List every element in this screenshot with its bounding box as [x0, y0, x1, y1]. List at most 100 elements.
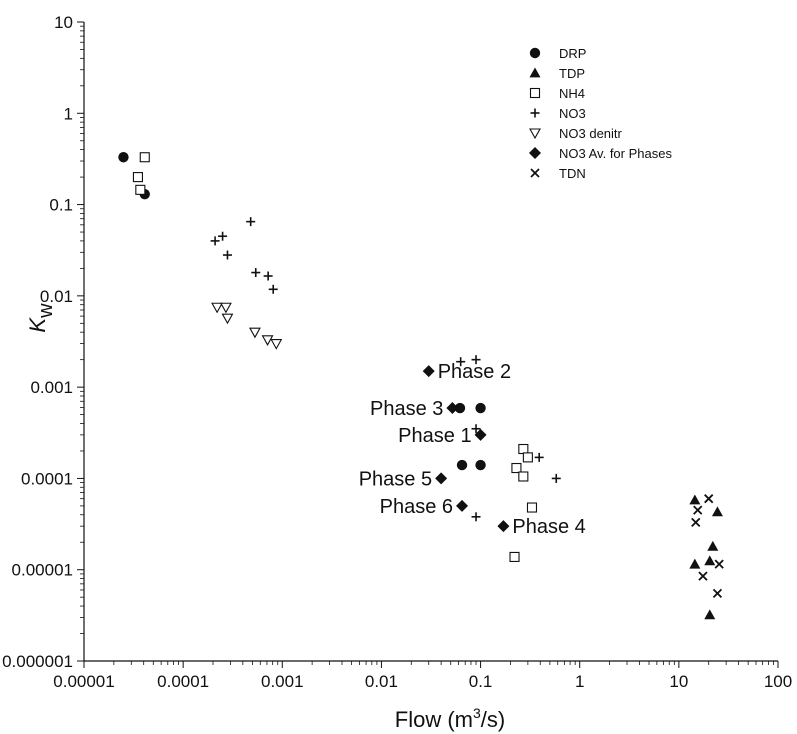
- point-drp: [456, 459, 468, 471]
- x-axis-label: Flow (m3/s): [395, 705, 505, 732]
- legend-label-tdp: TDP: [559, 66, 585, 81]
- point-drp: [454, 402, 466, 414]
- x-stroke: [714, 559, 724, 569]
- legend-marker-no3-av-for-phases: [529, 147, 541, 159]
- point-nh4: [135, 184, 146, 195]
- point-no3-denitr: [249, 327, 261, 339]
- point-tdn: [704, 494, 714, 504]
- point-nh4: [132, 172, 143, 183]
- y-tick-label: 0.01: [40, 287, 73, 306]
- point-tdn: [714, 559, 724, 569]
- point-tdp: [704, 609, 716, 620]
- annotation-phase-1: Phase 1: [398, 425, 471, 447]
- point-nh4: [518, 471, 529, 482]
- point-no3: [218, 231, 228, 241]
- x-stroke: [712, 588, 723, 599]
- y-tick-label: 10: [54, 13, 73, 32]
- legend-marker-no3: [530, 108, 540, 118]
- point-tdn: [698, 571, 708, 581]
- point-drp: [475, 459, 486, 471]
- x-tick-label: 0.0001: [157, 672, 209, 691]
- legend-label-drp: DRP: [559, 46, 586, 61]
- y-tick-label: 1: [64, 104, 73, 123]
- y-axis-label: Kw: [25, 303, 57, 333]
- y-tick-label: 0.00001: [12, 561, 73, 580]
- axes: 0.00001 0.0001 0.001 0.01 0.1 1 10 100 10 1 0.1 0.0…: [2, 13, 792, 691]
- x-tick-label: 0.01: [365, 672, 398, 691]
- point-no3-av-for-phases: [446, 402, 459, 415]
- point-tdp: [707, 540, 719, 551]
- annotation-phase-3: Phase 3: [370, 398, 443, 420]
- legend-label-no3-denitr: NO3 denitr: [559, 126, 623, 141]
- point-tdp: [689, 558, 701, 569]
- point-no3: [456, 357, 466, 367]
- x-tick-label: 0.00001: [53, 672, 114, 691]
- legend-label-no3-av-for-phases: NO3 Av. for Phases: [559, 146, 672, 161]
- point-tdn: [712, 588, 723, 599]
- legend-label-tdn: TDN: [559, 166, 586, 181]
- point-no3-denitr: [219, 302, 232, 314]
- point-no3-av-for-phases: [497, 520, 510, 533]
- point-tdn: [693, 505, 703, 515]
- phase-annotations: Phase 2 Phase 3 Phase 1 Phase 5 Phase 6 Phase…: [359, 361, 586, 538]
- point-no3-denitr: [221, 313, 234, 325]
- point-no3-av-for-phases: [422, 365, 435, 378]
- x-stroke: [698, 571, 708, 581]
- x-stroke: [693, 505, 703, 515]
- data-points: [118, 152, 724, 620]
- x-tick-label: 10: [669, 672, 688, 691]
- x-tick-label: 0.1: [469, 672, 493, 691]
- legend-marker-nh4: [529, 87, 541, 99]
- point-no3: [551, 473, 561, 483]
- x-tick-label: 1: [575, 672, 584, 691]
- point-no3-denitr: [261, 335, 274, 346]
- point-tdn: [691, 517, 701, 528]
- legend-label-nh4: NH4: [559, 86, 585, 101]
- x-stroke: [691, 517, 701, 528]
- x-tick-label: 0.001: [261, 672, 304, 691]
- point-nh4: [511, 462, 522, 474]
- legend-marker-no3-denitr: [529, 128, 541, 140]
- legend-label-no3: NO3: [559, 106, 586, 121]
- y-tick-label: 0.000001: [2, 652, 73, 671]
- point-no3: [471, 512, 481, 522]
- point-no3: [246, 217, 256, 227]
- annotation-phase-2: Phase 2: [438, 361, 511, 383]
- x-stroke: [704, 494, 714, 504]
- point-no3: [263, 271, 273, 281]
- x-stroke: [530, 168, 540, 178]
- point-nh4: [509, 551, 520, 562]
- point-nh4: [139, 152, 150, 163]
- point-tdp: [704, 555, 716, 566]
- annotation-phase-5: Phase 5: [359, 468, 432, 490]
- point-nh4: [522, 452, 533, 463]
- point-drp: [475, 402, 486, 414]
- point-tdp: [711, 506, 723, 517]
- point-no3-av-for-phases: [474, 428, 487, 441]
- y-tick-label: 0.1: [49, 196, 73, 215]
- legend-marker-drp: [529, 47, 541, 59]
- point-no3: [210, 236, 220, 246]
- annotation-phase-4: Phase 4: [512, 516, 585, 538]
- point-no3-av-for-phases: [456, 499, 469, 512]
- annotation-phase-6: Phase 6: [380, 496, 453, 518]
- point-nh4: [518, 443, 529, 455]
- legend-marker-tdp: [529, 67, 541, 78]
- point-no3: [534, 452, 544, 462]
- point-drp: [118, 152, 129, 163]
- x-tick-label: 100: [764, 672, 792, 691]
- point-nh4: [526, 502, 538, 513]
- point-no3-denitr: [211, 302, 224, 314]
- point-no3: [222, 250, 232, 260]
- legend-marker-tdn: [530, 168, 540, 178]
- point-no3: [471, 424, 481, 434]
- y-tick-label: 0.001: [30, 378, 73, 397]
- point-no3-av-for-phases: [435, 472, 448, 485]
- legend: DRP TDP NH4 NO3 NO3 denitr NO3 Av. for Phases…: [529, 46, 672, 181]
- point-tdp: [689, 494, 701, 505]
- point-no3-denitr: [270, 339, 283, 350]
- point-no3: [268, 284, 278, 294]
- point-no3: [251, 268, 261, 278]
- y-tick-label: 0.0001: [21, 469, 73, 488]
